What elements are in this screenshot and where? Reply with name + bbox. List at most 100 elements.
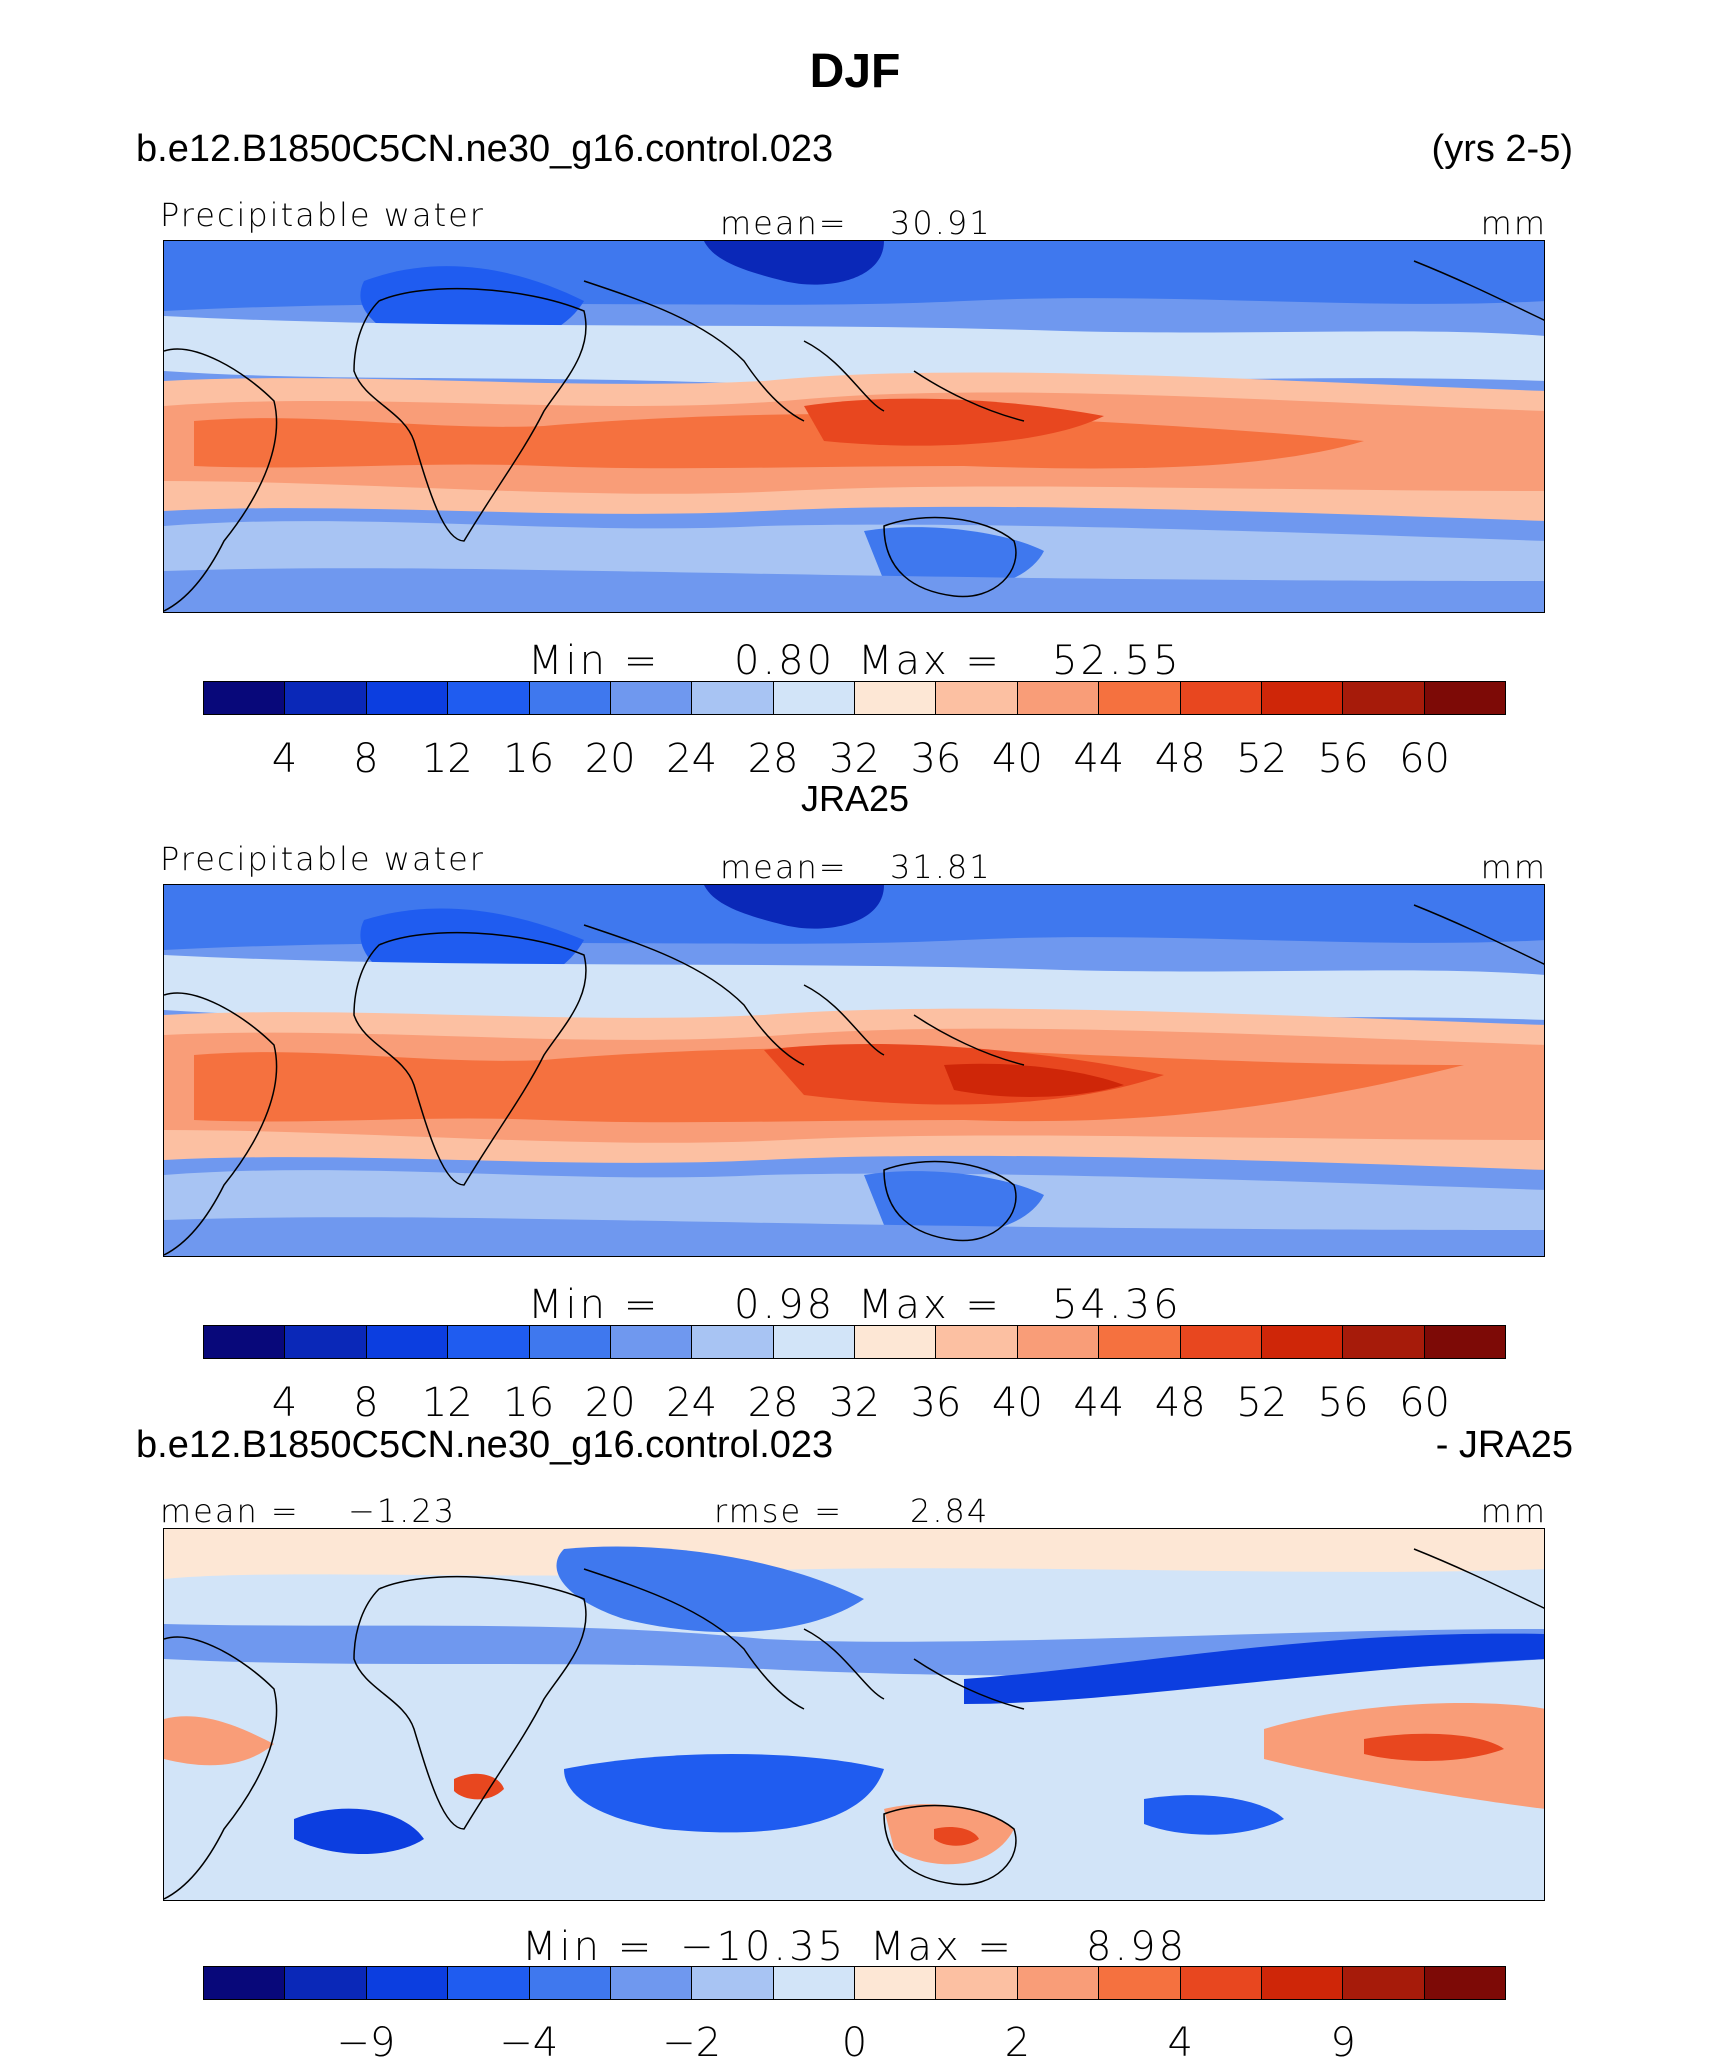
panel2-tick-label: 16 — [503, 1380, 555, 1426]
panel3-tick-label: 2 — [1004, 2020, 1031, 2066]
panel1-min-label: Min = — [528, 638, 661, 684]
panel1-tick-label: 60 — [1399, 736, 1451, 782]
panel2-tick-label: 48 — [1154, 1380, 1206, 1426]
panel3-colorbar-box — [1343, 1967, 1425, 1999]
panel3-north-positive — [164, 1529, 1544, 1579]
panel1-colorbar-box — [936, 682, 1018, 714]
panel1-colorbar-box — [448, 682, 530, 714]
panel2-colorbar-box — [1017, 1326, 1100, 1358]
panel2-map — [163, 884, 1545, 1257]
panel1-colorbar-box — [285, 682, 367, 714]
panel3-epacific-core — [1364, 1733, 1504, 1761]
panel3-australia-core — [934, 1827, 979, 1846]
panel3-north-america-coast — [1413, 1548, 1544, 1609]
panel1-map-svg — [164, 241, 1544, 612]
panel1-tick-label: 16 — [503, 736, 555, 782]
panel2-colorbar-box — [1424, 1326, 1505, 1358]
panel1-tick-label: 28 — [747, 736, 799, 782]
panel3-tick-label: −2 — [662, 2020, 722, 2066]
panel1-colorbar-box — [1261, 682, 1344, 714]
panel3-asia-coast — [583, 1568, 1025, 1710]
panel2-min-label: Min = — [528, 1282, 661, 1328]
panel1-band-south2 — [164, 568, 1544, 612]
panel2-colorbar-box — [1099, 1326, 1181, 1358]
panel1-tick-label: 8 — [353, 736, 379, 782]
panel1-max-value: 52.55 — [1052, 638, 1182, 684]
panel2-min-value: 0.98 — [734, 1282, 836, 1328]
panel2-units: mm — [1480, 848, 1547, 886]
panel2-colorbar — [203, 1325, 1506, 1359]
panel1-south-america-outline — [164, 348, 278, 612]
panel3-units: mm — [1480, 1492, 1547, 1530]
panel3-tick-label: −4 — [499, 2020, 559, 2066]
panel1-colorbar-box — [204, 682, 286, 714]
panel3-map-svg — [164, 1529, 1544, 1900]
panel2-colorbar-box — [529, 1326, 611, 1358]
panel2-tick-label: 60 — [1399, 1380, 1451, 1426]
panel1-variable-label: Precipitable water — [160, 196, 485, 234]
panel3-min-value: −10.35 — [680, 1924, 847, 1970]
panel3-minus-label: - JRA25 — [1435, 1424, 1573, 1466]
panel1-colorbar — [203, 681, 1506, 715]
panel2-tick-label: 12 — [421, 1380, 473, 1426]
panel1-colorbar-box — [855, 682, 937, 714]
figure-title: DJF — [809, 45, 901, 98]
panel2-mean-value: 31.81 — [890, 848, 992, 886]
panel3-indian-negative — [564, 1754, 884, 1833]
panel2-colorbar-box — [855, 1326, 937, 1358]
panel3-map — [163, 1528, 1545, 1901]
panel2-tick-label: 40 — [991, 1380, 1043, 1426]
panel1-asia-coast — [583, 280, 1025, 422]
panel1-north-america-coast — [1413, 260, 1544, 321]
panel2-tick-label: 24 — [666, 1380, 718, 1426]
panel3-colorbar-box — [1099, 1967, 1181, 1999]
panel2-tick-label: 56 — [1317, 1380, 1369, 1426]
panel2-tick-label: 20 — [584, 1380, 636, 1426]
panel1-band-subtropic — [164, 316, 1544, 384]
panel2-tick-label: 36 — [910, 1380, 962, 1426]
panel3-colorbar-box — [936, 1967, 1018, 1999]
panel1-years-label: (yrs 2-5) — [1431, 128, 1573, 170]
panel3-tick-label: 0 — [841, 2020, 868, 2066]
panel3-colorbar-box — [1424, 1967, 1505, 1999]
panel3-tick-label: 9 — [1330, 2020, 1356, 2066]
panel3-colorbar-box — [529, 1967, 611, 1999]
panel1-tick-label: 24 — [666, 736, 718, 782]
panel3-samerica-positive — [164, 1716, 274, 1766]
panel2-tick-label: 52 — [1236, 1380, 1288, 1426]
panel1-tick-label: 44 — [1073, 736, 1125, 782]
panel3-min-label: Min = — [522, 1924, 655, 1970]
panel1-map — [163, 240, 1545, 613]
panel3-colorbar-box — [855, 1967, 937, 1999]
panel1-tick-label: 56 — [1317, 736, 1369, 782]
panel1-colorbar-box — [529, 682, 611, 714]
panel2-variable-label: Precipitable water — [160, 840, 485, 878]
panel1-tick-label: 12 — [421, 736, 473, 782]
panel2-tick-label: 44 — [1073, 1380, 1125, 1426]
panel1-australia-dry — [864, 527, 1044, 591]
panel2-asia-coast — [583, 924, 1025, 1066]
panel1-mean-value: 30.91 — [890, 204, 992, 242]
panel3-mean-label: mean = — [160, 1492, 300, 1530]
panel3-colorbar — [203, 1966, 1506, 2000]
panel1-australia-outline — [883, 516, 1017, 598]
panel2-colorbar-box — [448, 1326, 530, 1358]
panel1-min-value: 0.80 — [734, 638, 836, 684]
panel3-colorbar-box — [1261, 1967, 1344, 1999]
panel1-tick-label: 20 — [584, 736, 636, 782]
panel3-colorbar-box — [773, 1967, 855, 1999]
panel3-tick-label: −9 — [336, 2020, 396, 2066]
panel3-colorbar-box — [1180, 1967, 1262, 1999]
panel3-npacific-negative — [964, 1633, 1544, 1704]
panel1-africa-outline — [353, 287, 587, 542]
panel2-warm-pool-core — [944, 1063, 1124, 1097]
panel1-colorbar-box — [692, 682, 774, 714]
panel1-max-label: Max = — [858, 638, 1002, 684]
panel3-asia-negative — [556, 1546, 864, 1633]
panel3-colorbar-box — [692, 1967, 774, 1999]
panel2-australia-dry — [864, 1171, 1044, 1235]
panel3-africa-positive — [454, 1773, 504, 1800]
panel1-tibet-dry — [704, 241, 884, 285]
panel1-tick-label: 40 — [991, 736, 1043, 782]
panel2-case-label: JRA25 — [800, 778, 910, 819]
